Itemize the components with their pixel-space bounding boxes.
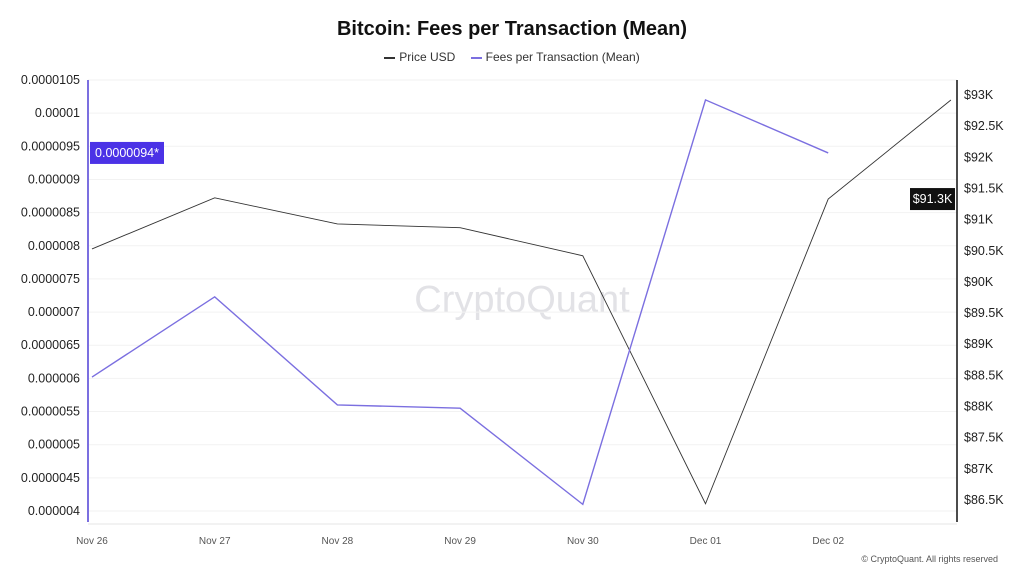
right-tick-label: $92K xyxy=(964,150,994,164)
right-highlight-label: $91.3K xyxy=(913,192,953,206)
x-tick-label: Nov 27 xyxy=(199,536,231,547)
right-tick-label: $91K xyxy=(964,213,994,227)
legend-item-fees[interactable]: Fees per Transaction (Mean) xyxy=(470,50,640,64)
x-tick-label: Dec 02 xyxy=(812,536,844,547)
right-tick-label: $92.5K xyxy=(964,119,1004,133)
series-line-price xyxy=(91,99,952,505)
left-tick-label: 0.0000095 xyxy=(21,139,80,153)
right-tick-label: $86.5K xyxy=(964,493,1004,507)
watermark: CryptoQuant xyxy=(414,279,630,321)
left-tick-label: 0.000007 xyxy=(28,305,80,319)
right-tick-label: $89.5K xyxy=(964,306,1004,320)
right-tick-label: $91.5K xyxy=(964,181,1004,195)
left-tick-label: 0.00001 xyxy=(35,106,80,120)
right-tick-label: $89K xyxy=(964,337,994,351)
right-highlight-badge xyxy=(910,188,955,211)
right-tick-label: $90K xyxy=(964,275,994,289)
legend-item-price[interactable]: Price USD xyxy=(384,50,455,64)
legend-label-price: Price USD xyxy=(399,50,456,64)
right-tick-label: $87K xyxy=(964,462,994,476)
chart-title: Bitcoin: Fees per Transaction (Mean) xyxy=(336,18,688,40)
right-tick-label: $90.5K xyxy=(964,244,1004,258)
copyright: © CryptoQuant. All rights reserved xyxy=(861,554,998,564)
left-tick-label: 0.0000045 xyxy=(21,471,80,485)
left-tick-label: 0.000006 xyxy=(28,371,80,385)
left-tick-label: 0.0000075 xyxy=(21,272,80,286)
legend-label-fees: Fees per Transaction (Mean) xyxy=(485,50,640,64)
x-tick-label: Nov 28 xyxy=(322,536,354,547)
right-tick-label: $93K xyxy=(964,88,994,102)
x-tick-label: Nov 26 xyxy=(76,536,108,547)
left-tick-label: 0.000009 xyxy=(28,172,80,186)
left-tick-label: 0.000004 xyxy=(28,504,80,518)
left-tick-label: 0.0000065 xyxy=(21,338,80,352)
x-tick-label: Nov 30 xyxy=(567,536,599,547)
left-highlight-badge xyxy=(90,141,164,164)
right-tick-label: $87.5K xyxy=(964,431,1004,445)
left-tick-label: 0.000008 xyxy=(28,239,80,253)
right-tick-label: $88K xyxy=(964,400,994,414)
left-tick-label: 0.0000085 xyxy=(21,206,80,220)
legend: Price USD Fees per Transaction (Mean) xyxy=(0,50,1024,64)
left-tick-label: 0.000005 xyxy=(28,438,80,452)
x-tick-label: Nov 29 xyxy=(444,536,476,547)
left-tick-label: 0.0000055 xyxy=(21,405,80,419)
x-tick-label: Dec 01 xyxy=(690,536,722,547)
right-tick-label: $88.5K xyxy=(964,368,1004,382)
left-tick-label: 0.0000105 xyxy=(21,73,80,87)
left-highlight-label: 0.0000094* xyxy=(95,146,159,160)
